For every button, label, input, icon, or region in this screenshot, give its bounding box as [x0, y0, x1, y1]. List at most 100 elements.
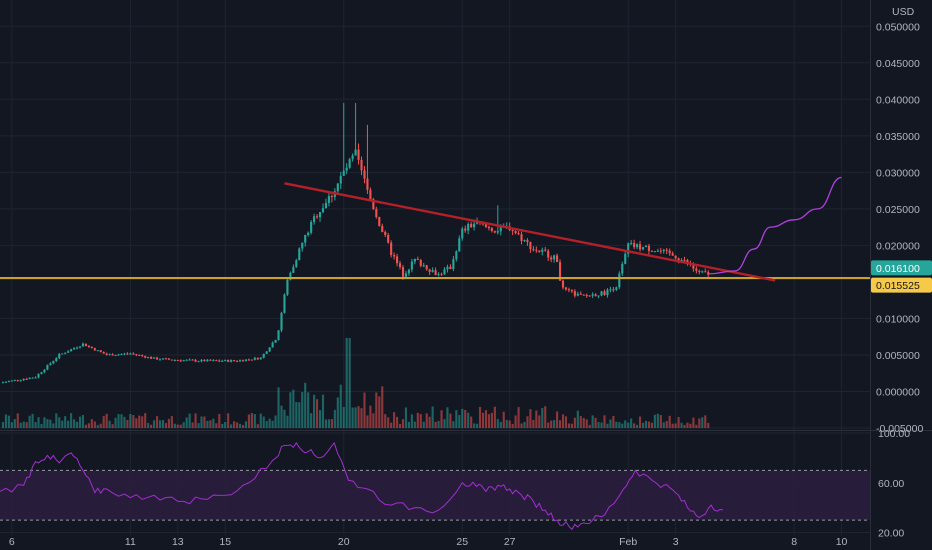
volume-bar	[431, 406, 434, 428]
volume-bar	[452, 421, 455, 428]
candle-body	[238, 360, 242, 362]
volume-bar	[182, 422, 185, 428]
volume-bar	[615, 421, 618, 428]
volume-bar	[591, 415, 594, 428]
time-axis[interactable]: 6 11 13 15 20 25 27 Feb 3 8 10	[9, 536, 848, 548]
candle-body	[582, 294, 585, 296]
volume-bar	[75, 421, 79, 428]
currency-label: USD	[892, 6, 915, 18]
volume-bar	[360, 408, 363, 428]
volume-bar	[538, 415, 541, 428]
candlestick-series	[1, 102, 710, 384]
volume-bar	[422, 421, 425, 428]
volume-bar	[271, 420, 274, 428]
volume-bar	[339, 384, 342, 428]
candle-body	[630, 243, 633, 245]
candle-body	[227, 359, 230, 362]
volume-bar	[585, 419, 588, 428]
volume-bar	[627, 422, 630, 428]
candle-body	[298, 248, 301, 261]
volume-bar	[155, 416, 159, 428]
price-axis[interactable]: 0.050000 0.045000 0.040000 0.035000 0.030000…	[871, 21, 932, 540]
volume-bar	[161, 419, 165, 428]
volume-bar	[707, 422, 710, 428]
volume-bar	[342, 406, 345, 428]
candle-body	[61, 353, 64, 355]
volume-bar	[141, 416, 144, 428]
candle-body	[224, 359, 227, 361]
volume-bar	[19, 422, 22, 428]
volume-bar	[218, 413, 221, 428]
candle-body	[644, 245, 648, 248]
volume-bar	[603, 415, 606, 428]
candle-body	[307, 232, 310, 236]
volume-bar	[22, 421, 25, 428]
candle-body	[58, 354, 61, 359]
candle-body	[188, 359, 191, 361]
volume-bar	[529, 409, 532, 428]
volume-bar	[499, 421, 502, 428]
candle-body	[215, 360, 218, 362]
candle-body	[295, 260, 298, 267]
volume-bar	[644, 420, 648, 428]
candle-body	[416, 258, 419, 260]
volume-bar	[567, 423, 571, 428]
volume-bar	[351, 407, 354, 428]
volume-bar	[476, 423, 479, 428]
volume-bar	[233, 421, 236, 428]
candle-body	[493, 230, 496, 233]
candle-body	[135, 354, 138, 356]
candle-body	[87, 346, 90, 348]
candle-body	[470, 223, 473, 228]
candle-body	[698, 270, 701, 272]
volume-bars	[1, 338, 710, 428]
candle-body	[398, 263, 402, 268]
candle-body	[22, 378, 25, 381]
candle-body	[561, 280, 565, 288]
candle-body	[662, 249, 665, 252]
volume-bar	[93, 421, 96, 428]
volume-bar	[197, 423, 200, 428]
candle-body	[179, 360, 182, 362]
volume-bar	[517, 407, 520, 428]
volume-bar	[259, 413, 262, 428]
candle-body	[553, 255, 556, 260]
volume-bar	[295, 401, 298, 428]
time-tick-label: 13	[172, 536, 184, 548]
volume-bar	[16, 413, 19, 428]
volume-bar	[641, 422, 645, 428]
volume-bar	[283, 409, 286, 428]
volume-bar	[215, 423, 218, 428]
candle-body	[369, 189, 372, 200]
price-tag-label: 0.015525	[876, 280, 920, 292]
time-tick-label: 11	[125, 536, 136, 548]
volume-bar	[307, 392, 310, 428]
volume-bar	[81, 415, 85, 428]
candle-body	[585, 295, 588, 297]
volume-bar	[298, 402, 301, 428]
candle-body	[401, 267, 405, 277]
volume-bar	[464, 409, 467, 428]
volume-bar	[253, 414, 256, 428]
candle-body	[233, 360, 236, 362]
candle-body	[564, 287, 568, 290]
volume-bar	[636, 424, 639, 428]
volume-bar	[333, 409, 336, 428]
candle-body	[410, 261, 413, 270]
candle-body	[7, 381, 10, 383]
volume-bar	[70, 413, 73, 428]
candle-body	[324, 202, 328, 209]
time-tick-label: 10	[836, 536, 848, 548]
time-tick-label: Feb	[619, 536, 637, 548]
candle-body	[277, 330, 280, 340]
volume-bar	[135, 418, 138, 428]
candle-body	[230, 360, 233, 362]
candle-body	[434, 270, 437, 276]
volume-bar	[496, 419, 499, 428]
volume-bar	[692, 417, 695, 428]
candle-body	[556, 255, 559, 263]
candle-body	[155, 357, 159, 360]
volume-bar	[173, 423, 176, 428]
volume-bar	[90, 419, 93, 428]
